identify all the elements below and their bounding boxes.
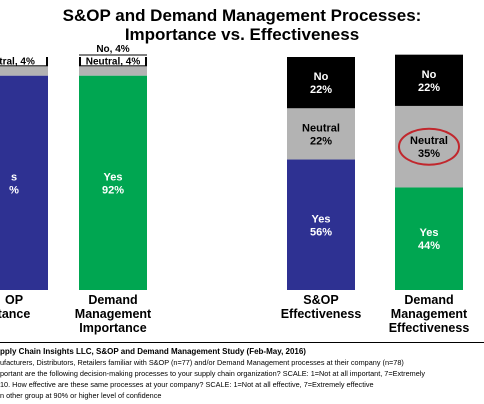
sop-effectiveness-neutral-label: 22%	[310, 135, 332, 147]
dm-effectiveness-bar-yes	[395, 187, 463, 290]
sop-importance-yes-label: s	[11, 171, 17, 183]
dm-effectiveness-highlight-circle	[398, 127, 460, 166]
dm-importance-neutral-label-bg	[81, 56, 145, 66]
footnote-divider	[0, 342, 484, 343]
dm-importance-no-label: No, 4%	[96, 44, 129, 55]
dm-effectiveness-no-label: 22%	[418, 82, 440, 94]
sop-importance-yes-label: %	[9, 184, 19, 196]
dm-importance-bar-yes	[79, 75, 147, 290]
dm-importance-category-label: Demand	[88, 293, 137, 307]
sop-importance-neutral-label: utral, 4%	[0, 56, 35, 67]
dm-effectiveness-bar-no	[395, 54, 463, 106]
dm-importance-yes-label: Yes	[104, 171, 123, 183]
sop-importance-bar-neutral	[0, 66, 48, 76]
sop-importance-category-label: OP	[5, 293, 23, 307]
sop-effectiveness-category-label: Effectiveness	[281, 307, 362, 321]
sop-importance-neutral-label-bg	[0, 56, 46, 66]
sop-effectiveness-no-label: No	[314, 71, 329, 83]
sop-effectiveness-bar-yes	[287, 159, 355, 290]
sop-effectiveness-bar-neutral	[287, 108, 355, 160]
chart-title-line-1: S&OP and Demand Management Processes:	[62, 6, 422, 25]
sop-effectiveness-bar-no	[287, 57, 355, 109]
dm-importance-category-label: Importance	[79, 321, 146, 335]
dm-effectiveness-no-label: No	[422, 69, 437, 81]
dm-importance-bar-neutral	[79, 66, 147, 76]
sop-importance-bar-yes	[0, 75, 48, 290]
chart-title-line-2: Importance vs. Effectiveness	[124, 25, 360, 44]
dm-importance-category-label: Management	[75, 307, 152, 321]
dm-effectiveness-category-label: Demand	[404, 293, 453, 307]
footnote-question-importance: portant are the following decision-makin…	[0, 369, 426, 378]
sop-effectiveness-yes-label: 56%	[310, 226, 332, 238]
dm-effectiveness-neutral-label: Neutral	[410, 135, 448, 147]
sop-effectiveness-category-label: S&OP	[303, 293, 338, 307]
dm-importance-yes-label: 92%	[102, 184, 124, 196]
sop-effectiveness-no-label: 22%	[310, 84, 332, 96]
footnote-question-effectiveness: 10. How effective are these same process…	[0, 380, 374, 389]
footnote-significance: n other group at 90% or higher level of …	[0, 391, 162, 400]
sop-effectiveness-neutral-label: Neutral	[302, 122, 340, 134]
dm-effectiveness-category-label: Effectiveness	[389, 321, 470, 335]
dm-effectiveness-bar-neutral	[395, 105, 463, 188]
footnotes: pply Chain Insights LLC, S&OP and Demand…	[0, 346, 484, 401]
sop-importance-category-label: tance	[0, 307, 30, 321]
dm-effectiveness-neutral-label: 35%	[418, 148, 440, 160]
dm-effectiveness-yes-label: Yes	[420, 227, 439, 239]
sop-effectiveness-yes-label: Yes	[312, 213, 331, 225]
dm-effectiveness-category-label: Management	[391, 307, 468, 321]
dm-importance-neutral-label: Neutral, 4%	[86, 56, 141, 67]
footnote-source: pply Chain Insights LLC, S&OP and Demand…	[0, 347, 306, 356]
dm-effectiveness-yes-label: 44%	[418, 240, 440, 252]
footnote-sample: ufacturers, Distributors, Retailers fami…	[0, 358, 404, 367]
